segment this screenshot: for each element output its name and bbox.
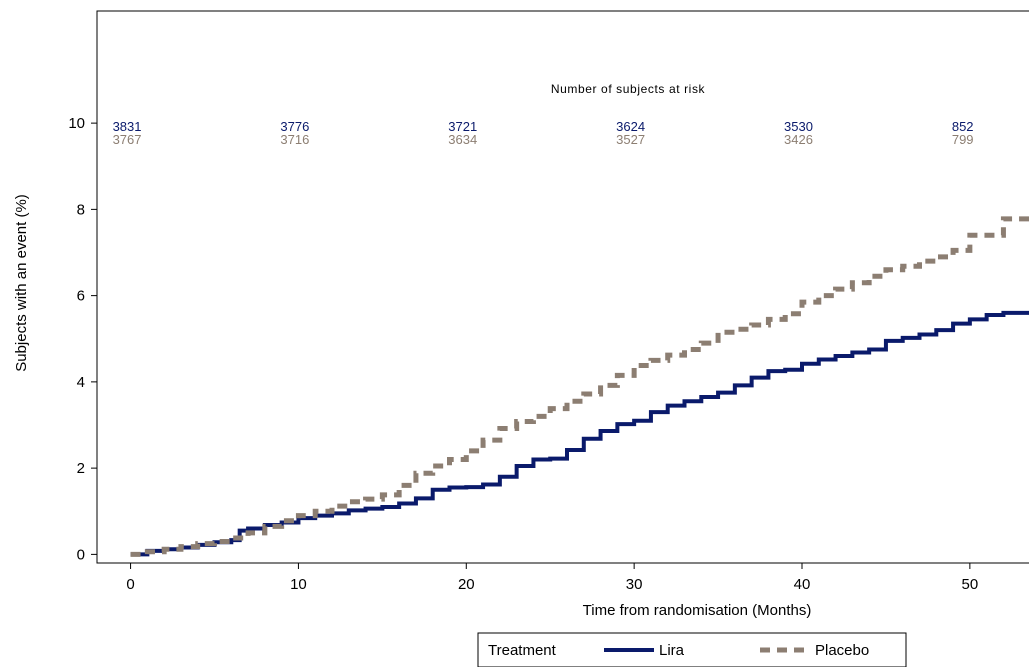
legend-label-lira: Lira (659, 642, 685, 659)
at-risk-placebo-0: 3767 (113, 132, 142, 147)
y-tick-label-2: 2 (77, 460, 85, 477)
at-risk-placebo-30: 3527 (616, 132, 645, 147)
at-risk-title: Number of subjects at risk (551, 82, 706, 96)
x-tick-label-10: 10 (290, 576, 307, 593)
at-risk-placebo-10: 3716 (280, 132, 309, 147)
at-risk-placebo-20: 3634 (448, 132, 477, 147)
at-risk-lira-40: 3530 (784, 119, 813, 134)
plot-frame (96, 10, 1029, 564)
series-layer (130, 216, 1029, 557)
series-line-placebo (130, 216, 1029, 557)
x-tick-label-30: 30 (626, 576, 643, 593)
y-tick-label-4: 4 (77, 374, 85, 391)
legend-box (477, 632, 907, 667)
series-line-lira (130, 310, 1029, 557)
y-axis-title: Subjects with an event (%) (13, 194, 30, 372)
at-risk-placebo-40: 3426 (784, 132, 813, 147)
y-tick-label-10: 10 (68, 115, 85, 132)
at-risk-table: Number of subjects at risk 3831 3776 3721 3… (113, 82, 974, 147)
x-tick-label-0: 0 (126, 576, 134, 593)
at-risk-lira-0: 3831 (113, 119, 142, 134)
x-tick-label-50: 50 (962, 576, 979, 593)
at-risk-lira-30: 3624 (616, 119, 645, 134)
y-tick-label-6: 6 (77, 288, 85, 305)
y-tick-label-8: 8 (77, 201, 85, 218)
y-tick-label-0: 0 (77, 546, 85, 563)
at-risk-lira-50: 852 (952, 119, 974, 134)
at-risk-lira-10: 3776 (280, 119, 309, 134)
at-risk-lira-20: 3721 (448, 119, 477, 134)
axes-layer: 0 10 20 30 40 50 0 2 4 6 8 10 (68, 115, 978, 593)
legend-label-placebo: Placebo (815, 642, 869, 659)
x-axis-title: Time from randomisation (Months) (583, 602, 812, 619)
legend: Treatment Lira Placebo (477, 632, 907, 667)
legend-title: Treatment (488, 642, 557, 659)
x-tick-label-40: 40 (794, 576, 811, 593)
x-tick-label-20: 20 (458, 576, 475, 593)
at-risk-placebo-50: 799 (952, 132, 974, 147)
